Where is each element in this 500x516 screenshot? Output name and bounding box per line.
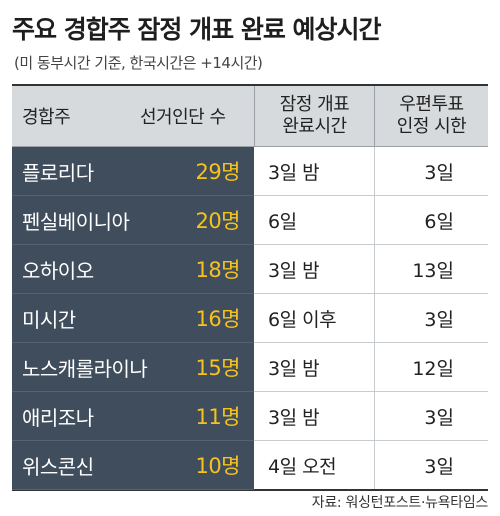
header-count-complete-line2: 완료시간 [282,116,347,137]
state-name: 위스콘신 [22,454,94,479]
state-name: 미시간 [22,307,76,332]
state-name: 노스캐롤라이나 [22,356,148,381]
table-row: 미시간 16명 6일 이후 3일 [12,294,488,343]
state-cell: 플로리다 29명 [12,147,254,196]
header-state-electors: 경합주 선거인단 수 [12,86,254,146]
table-row: 위스콘신 10명 4일 오전 3일 [12,441,488,491]
state-cell: 펜실베이니아 20명 [12,196,254,245]
count-complete-cell: 4일 오전 [268,455,337,478]
header-count-complete: 잠정 개표 완료시간 [254,86,374,146]
state-name: 오하이오 [22,258,94,283]
mail-deadline-cell: 3일 [374,441,488,489]
count-complete-cell: 3일 밤 [268,259,320,282]
page-subtitle: (미 동부시간 기준, 한국시간은 +14시간) [14,54,263,72]
state-cell: 애리조나 11명 [12,392,254,441]
header-state: 경합주 [22,107,71,128]
mail-deadline-cell: 3일 [374,294,488,342]
state-name: 플로리다 [22,160,94,185]
page-title: 주요 경합주 잠정 개표 완료 예상시간 [12,15,382,44]
state-cell: 오하이오 18명 [12,245,254,294]
table-row: 노스캐롤라이나 15명 3일 밤 12일 [12,343,488,392]
electors-count: 29명 [195,160,240,184]
electors-count: 15명 [195,356,240,380]
state-name: 애리조나 [22,405,94,430]
count-complete-cell: 6일 이후 [268,308,337,331]
state-cell: 위스콘신 10명 [12,441,254,490]
count-complete-cell: 3일 밤 [268,406,320,429]
header-mail-deadline: 우편투표 인정 시한 [374,86,488,146]
header-electors: 선거인단 수 [140,107,226,128]
count-complete-cell: 3일 밤 [268,161,320,184]
count-complete-cell: 3일 밤 [268,357,320,380]
electors-count: 11명 [195,405,240,429]
electors-count: 20명 [195,209,240,233]
swing-state-table: 경합주 선거인단 수 잠정 개표 완료시간 우편투표 인정 시한 플로리다 29명 … [12,84,488,491]
electors-count: 16명 [195,307,240,331]
source-credit: 자료: 워싱턴포스트·뉴욕타임스 [311,495,489,511]
state-cell: 노스캐롤라이나 15명 [12,343,254,392]
header-mail-deadline-line2: 인정 시한 [396,116,467,137]
table-header-row: 경합주 선거인단 수 잠정 개표 완료시간 우편투표 인정 시한 [12,86,488,147]
mail-deadline-cell: 13일 [374,245,488,293]
mail-deadline-cell: 12일 [374,343,488,391]
electors-count: 10명 [195,454,240,478]
header-count-complete-line1: 잠정 개표 [279,94,350,115]
table-row: 플로리다 29명 3일 밤 3일 [12,147,488,196]
table-row: 오하이오 18명 3일 밤 13일 [12,245,488,294]
mail-deadline-cell: 3일 [374,147,488,195]
mail-deadline-cell: 6일 [374,196,488,244]
mail-deadline-cell: 3일 [374,392,488,440]
table-row: 펜실베이니아 20명 6일 6일 [12,196,488,245]
electors-count: 18명 [195,258,240,282]
table-row: 애리조나 11명 3일 밤 3일 [12,392,488,441]
header-mail-deadline-line1: 우편투표 [399,94,464,115]
state-cell: 미시간 16명 [12,294,254,343]
state-name: 펜실베이니아 [22,209,130,234]
count-complete-cell: 6일 [268,210,297,233]
